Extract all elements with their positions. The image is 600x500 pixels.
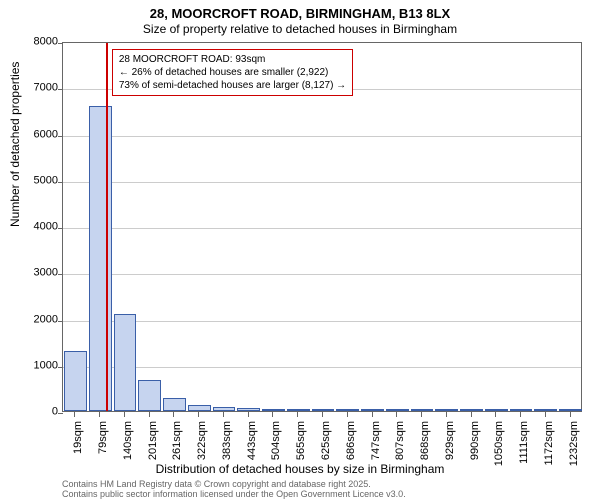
bar	[485, 409, 508, 411]
ytick-mark	[58, 228, 63, 229]
xtick-label: 1050sqm	[493, 421, 505, 481]
ytick-mark	[58, 321, 63, 322]
xtick-label: 443sqm	[246, 421, 258, 481]
bar	[460, 409, 483, 411]
annotation-line2: ← 26% of detached houses are smaller (2,…	[119, 66, 346, 79]
ytick-label: 5000	[8, 175, 58, 186]
xtick-label: 1111sqm	[518, 421, 530, 481]
chart-container: 28, MOORCROFT ROAD, BIRMINGHAM, B13 8LX …	[0, 0, 600, 500]
xtick-mark	[198, 412, 199, 417]
xtick-label: 19sqm	[72, 421, 84, 481]
ytick-label: 6000	[8, 129, 58, 140]
annotation-line1: 28 MOORCROFT ROAD: 93sqm	[119, 53, 346, 66]
xtick-mark	[396, 412, 397, 417]
xtick-label: 625sqm	[320, 421, 332, 481]
bar	[114, 314, 137, 411]
bar	[287, 409, 310, 411]
ytick-mark	[58, 413, 63, 414]
ytick-mark	[58, 136, 63, 137]
xtick-mark	[74, 412, 75, 417]
ytick-label: 4000	[8, 222, 58, 233]
annotation-box: 28 MOORCROFT ROAD: 93sqm ← 26% of detach…	[112, 49, 353, 96]
chart-title: 28, MOORCROFT ROAD, BIRMINGHAM, B13 8LX	[0, 6, 600, 21]
marker-line	[106, 43, 108, 411]
xtick-label: 322sqm	[196, 421, 208, 481]
ytick-label: 2000	[8, 314, 58, 325]
gridline	[63, 367, 581, 368]
xtick-mark	[545, 412, 546, 417]
xtick-mark	[124, 412, 125, 417]
xtick-mark	[248, 412, 249, 417]
bar	[163, 398, 186, 411]
xtick-mark	[297, 412, 298, 417]
xtick-mark	[471, 412, 472, 417]
bar	[361, 409, 384, 411]
bar	[312, 409, 335, 411]
xtick-label: 686sqm	[345, 421, 357, 481]
xtick-mark	[570, 412, 571, 417]
bar	[237, 408, 260, 411]
bar	[435, 409, 458, 411]
bar	[138, 380, 161, 411]
gridline	[63, 321, 581, 322]
xtick-mark	[99, 412, 100, 417]
xtick-label: 201sqm	[147, 421, 159, 481]
annotation-line3: 73% of semi-detached houses are larger (…	[119, 79, 346, 92]
plot-area: 28 MOORCROFT ROAD: 93sqm ← 26% of detach…	[62, 42, 582, 412]
xtick-mark	[421, 412, 422, 417]
bar	[262, 409, 285, 411]
ytick-mark	[58, 182, 63, 183]
xtick-mark	[372, 412, 373, 417]
bar	[188, 405, 211, 411]
bar	[64, 351, 87, 411]
bar	[534, 409, 557, 411]
xtick-mark	[322, 412, 323, 417]
xtick-label: 504sqm	[270, 421, 282, 481]
xtick-label: 383sqm	[221, 421, 233, 481]
xtick-mark	[446, 412, 447, 417]
xtick-label: 990sqm	[469, 421, 481, 481]
xtick-mark	[347, 412, 348, 417]
gridline	[63, 182, 581, 183]
xtick-label: 1232sqm	[568, 421, 580, 481]
bar	[559, 409, 582, 411]
ytick-label: 8000	[8, 37, 58, 48]
ytick-mark	[58, 89, 63, 90]
gridline	[63, 136, 581, 137]
xtick-label: 747sqm	[370, 421, 382, 481]
xtick-mark	[495, 412, 496, 417]
xtick-label: 807sqm	[394, 421, 406, 481]
ytick-label: 1000	[8, 360, 58, 371]
bar	[89, 106, 112, 411]
xtick-label: 1172sqm	[543, 421, 555, 481]
ytick-mark	[58, 274, 63, 275]
ytick-label: 3000	[8, 268, 58, 279]
ytick-label: 7000	[8, 83, 58, 94]
bar	[213, 407, 236, 411]
chart-subtitle: Size of property relative to detached ho…	[0, 22, 600, 36]
gridline	[63, 274, 581, 275]
bar	[386, 409, 409, 411]
xtick-label: 140sqm	[122, 421, 134, 481]
ytick-label: 0	[8, 407, 58, 418]
footer: Contains HM Land Registry data © Crown c…	[62, 480, 406, 500]
xtick-label: 79sqm	[97, 421, 109, 481]
ytick-mark	[58, 367, 63, 368]
xtick-label: 261sqm	[171, 421, 183, 481]
xtick-label: 868sqm	[419, 421, 431, 481]
xtick-mark	[272, 412, 273, 417]
footer-line2: Contains public sector information licen…	[62, 490, 406, 500]
bar	[411, 409, 434, 411]
ytick-mark	[58, 43, 63, 44]
xtick-label: 565sqm	[295, 421, 307, 481]
bar	[336, 409, 359, 411]
bar	[510, 409, 533, 411]
gridline	[63, 228, 581, 229]
xtick-mark	[520, 412, 521, 417]
xtick-mark	[223, 412, 224, 417]
xtick-label: 929sqm	[444, 421, 456, 481]
xtick-mark	[149, 412, 150, 417]
xtick-mark	[173, 412, 174, 417]
